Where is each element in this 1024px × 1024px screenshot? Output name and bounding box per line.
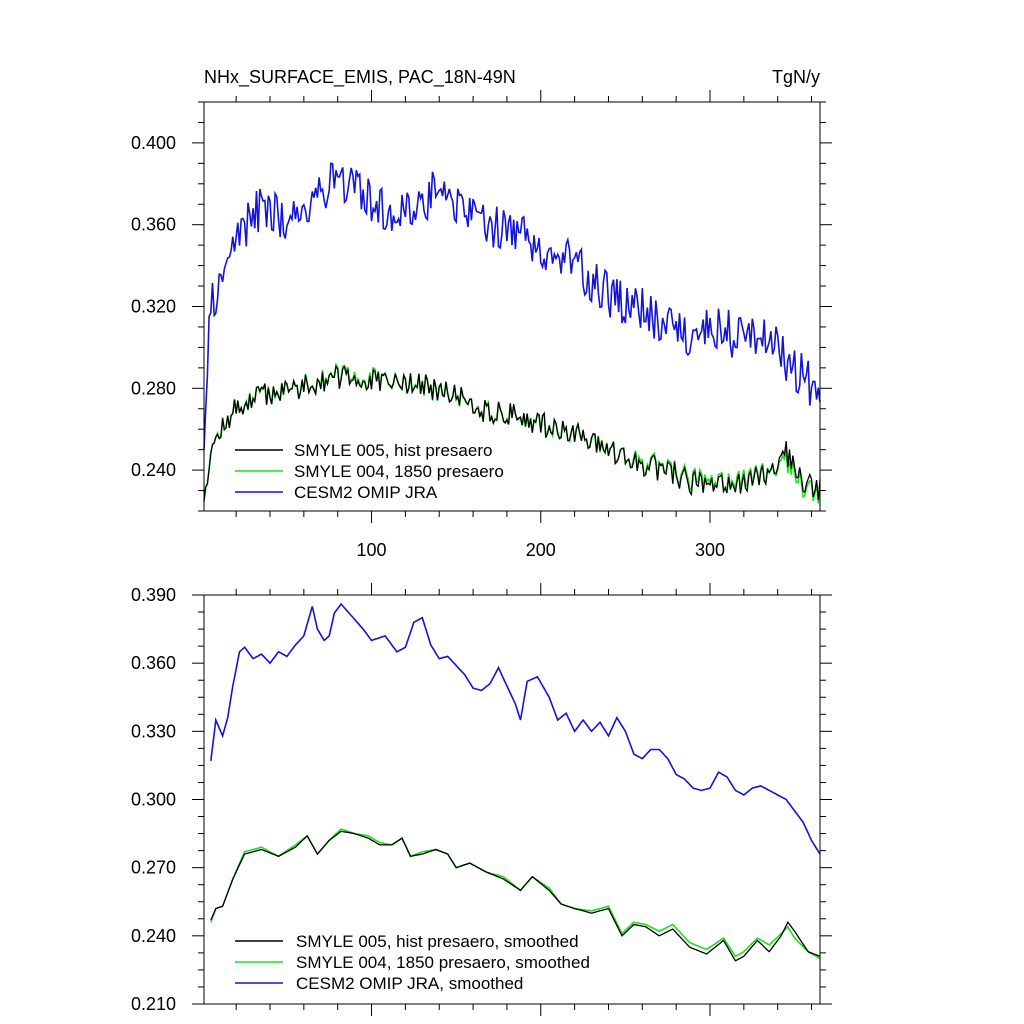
top-legend: SMYLE 005, hist presaero SMYLE 004, 1850…: [235, 441, 504, 502]
legend-label-smyle-005: SMYLE 005, hist presaero: [294, 441, 492, 460]
x-tick-label: 100: [357, 540, 387, 560]
chart-units: TgN/y: [772, 67, 820, 87]
y-tick-label: 0.240: [131, 460, 176, 480]
legend-label-cesm2: CESM2 OMIP JRA: [294, 483, 438, 502]
y-tick-label: 0.280: [131, 378, 176, 398]
series-line-smyle-005: [203, 364, 821, 502]
series-line-cesm2-omip-jra-smoothed: [210, 602, 821, 855]
top-panel: 0.240 0.280 0.320 0.360 0.400 100 200 300 SMYL…: [131, 90, 832, 560]
y-tick-label: 0.240: [131, 926, 176, 946]
bottom-plot-frame: [203, 594, 821, 1005]
top-y-tick-labels: 0.240 0.280 0.320 0.360 0.400: [131, 133, 176, 480]
chart-title: NHx_SURFACE_EMIS, PAC_18N-49N: [204, 67, 516, 88]
legend-label-smyle-005-smoothed: SMYLE 005, hist presaero, smoothed: [296, 932, 579, 951]
y-tick-label: 0.210: [131, 994, 176, 1014]
y-tick-label: 0.360: [131, 215, 176, 235]
y-tick-label: 0.320: [131, 297, 176, 317]
y-tick-label: 0.300: [131, 790, 176, 810]
y-tick-label: 0.390: [131, 585, 176, 605]
y-tick-label: 0.400: [131, 133, 176, 153]
x-tick-label: 300: [695, 540, 725, 560]
y-tick-label: 0.330: [131, 721, 176, 741]
bottom-panel-series: [210, 602, 821, 962]
bottom-panel-grid-ticks: [192, 583, 832, 1016]
legend-label-smyle-004-smoothed: SMYLE 004, 1850 presaero, smoothed: [296, 953, 590, 972]
bottom-legend: SMYLE 005, hist presaero, smoothed SMYLE…: [235, 932, 590, 993]
y-tick-label: 0.270: [131, 858, 176, 878]
x-tick-label: 200: [526, 540, 556, 560]
bottom-y-tick-labels: 0.210 0.240 0.270 0.300 0.330 0.360 0.390: [131, 585, 176, 1014]
series-line-smyle-005-smoothed: [210, 830, 821, 962]
y-tick-label: 0.360: [131, 653, 176, 673]
series-line-cesm2-omip-jra: [203, 162, 821, 451]
top-panel-grid-ticks: [192, 90, 832, 523]
bottom-panel: 0.210 0.240 0.270 0.300 0.330 0.360 0.390 SMYL…: [131, 583, 832, 1016]
top-plot-frame: [203, 101, 821, 512]
legend-label-cesm2-smoothed: CESM2 OMIP JRA, smoothed: [296, 974, 523, 993]
top-panel-series: [203, 162, 821, 504]
top-x-tick-labels: 100 200 300: [357, 540, 726, 560]
legend-label-smyle-004: SMYLE 004, 1850 presaero: [294, 462, 504, 481]
